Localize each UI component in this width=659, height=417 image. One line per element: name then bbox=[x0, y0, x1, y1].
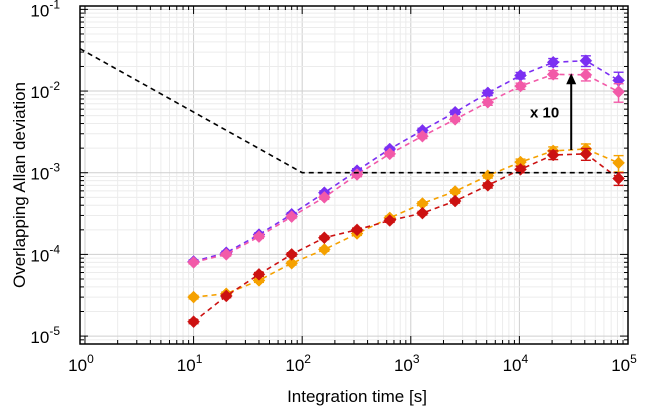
series-4 bbox=[79, 48, 618, 174]
data-series bbox=[79, 48, 625, 329]
series-line bbox=[193, 59, 620, 263]
tick-labels: 100 101 102 103 104 105 10-5 10-4 10-3 10-2 10-1 bbox=[30, 0, 637, 375]
data-point bbox=[612, 172, 625, 185]
data-point bbox=[383, 147, 397, 161]
data-point bbox=[219, 248, 233, 261]
y-tick-label: 10-1 bbox=[30, 0, 60, 20]
x-tick-label: 101 bbox=[177, 352, 203, 375]
data-point bbox=[448, 194, 462, 208]
data-point bbox=[350, 223, 364, 237]
data-point bbox=[416, 129, 429, 143]
data-point bbox=[317, 231, 331, 245]
data-point bbox=[285, 256, 299, 270]
data-point bbox=[317, 190, 331, 204]
data-point bbox=[546, 148, 560, 162]
data-point bbox=[317, 243, 331, 256]
data-point bbox=[612, 156, 625, 170]
annotations: x 10 bbox=[530, 73, 577, 150]
data-point bbox=[579, 68, 593, 82]
y-axis-title: Overlapping Allan deviation bbox=[10, 82, 29, 288]
data-point bbox=[579, 147, 593, 161]
data-point bbox=[416, 206, 429, 220]
y-tick-label: 10-5 bbox=[30, 324, 60, 347]
x-tick-label: 100 bbox=[68, 352, 94, 375]
series-line bbox=[193, 148, 619, 298]
data-point bbox=[187, 255, 200, 269]
y-tick-label: 10-2 bbox=[30, 79, 60, 102]
y-tick-label: 10-4 bbox=[30, 242, 60, 265]
x-tick-label: 104 bbox=[503, 352, 529, 375]
data-point bbox=[285, 248, 299, 261]
y-tick-label: 10-3 bbox=[30, 161, 60, 184]
x-tick-label: 103 bbox=[394, 352, 420, 375]
axis-ticks bbox=[79, 5, 629, 345]
grid bbox=[79, 6, 629, 345]
data-point bbox=[252, 230, 266, 243]
x-tick-label: 105 bbox=[611, 352, 637, 375]
reference-line bbox=[79, 48, 618, 174]
data-point bbox=[187, 290, 200, 304]
data-point bbox=[514, 79, 527, 93]
data-point bbox=[481, 179, 495, 192]
x-tick-label: 102 bbox=[285, 352, 311, 375]
data-point bbox=[579, 54, 593, 68]
series-1 bbox=[187, 68, 625, 269]
data-point bbox=[350, 168, 364, 181]
data-point bbox=[219, 289, 233, 303]
data-point bbox=[383, 214, 397, 227]
series-line bbox=[193, 73, 619, 264]
data-point bbox=[252, 267, 266, 281]
data-point bbox=[187, 315, 200, 329]
data-point bbox=[448, 113, 462, 126]
annotation-label: x 10 bbox=[530, 105, 559, 122]
annotation-arrowhead bbox=[566, 73, 577, 85]
plot-frame bbox=[79, 5, 629, 345]
x-axis-title: Integration time [s] bbox=[287, 387, 427, 406]
series-3 bbox=[187, 147, 625, 329]
data-point bbox=[285, 210, 299, 223]
data-point bbox=[612, 85, 625, 99]
data-point bbox=[481, 95, 495, 109]
data-point bbox=[546, 68, 560, 81]
